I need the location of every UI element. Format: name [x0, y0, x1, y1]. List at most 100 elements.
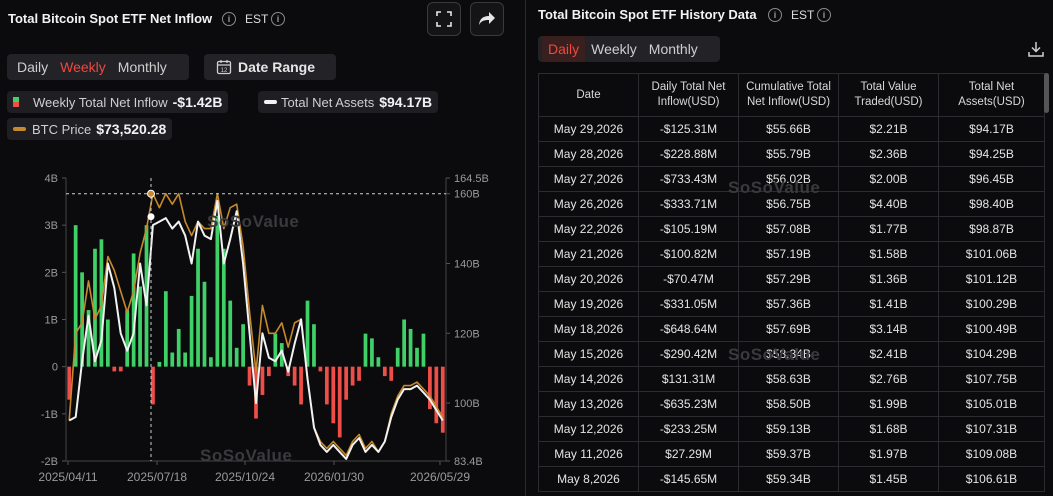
table-row[interactable]: May 19,2026 -$331.05M $57.36B $1.41B $100.29…: [538, 291, 1045, 317]
cell-daily-inflow: -$333.71M: [638, 191, 739, 217]
inflow-bar: [344, 366, 349, 400]
lines: [68, 192, 444, 460]
cell-date: May 8,2026: [538, 466, 639, 492]
y-right-tick-label: 83.4B: [454, 456, 483, 468]
y-left-axis: 4B 3B 2B 1B 0 -1B -2B: [41, 173, 67, 468]
cell-net-assets: $106.61B: [938, 466, 1045, 492]
x-tick-label: 2026/01/30: [304, 470, 364, 484]
crosshair: [66, 178, 446, 461]
crosshair-assets-point: [147, 213, 155, 221]
cell-value-traded: $1.68B: [838, 416, 939, 442]
inflow-bar: [389, 366, 394, 381]
table-row[interactable]: May 21,2026 -$100.82M $57.19B $1.58B $101.06…: [538, 241, 1045, 267]
inflow-swatch-icon: [13, 97, 19, 107]
right-interval-tabs: Daily Weekly Monthly: [538, 36, 720, 62]
history-tab-weekly[interactable]: Weekly: [591, 41, 637, 57]
history-timezone-info-icon[interactable]: i: [817, 8, 831, 22]
cell-date: May 28,2026: [538, 141, 639, 167]
cell-daily-inflow: -$105.19M: [638, 216, 739, 242]
cell-cumulative-inflow: $57.29B: [738, 266, 839, 292]
inflow-bar: [157, 361, 162, 367]
x-tick-label: 2025/10/24: [215, 470, 275, 484]
table-row[interactable]: May 18,2026 -$648.64M $57.69B $3.14B $100.49…: [538, 316, 1045, 342]
cell-net-assets: $101.12B: [938, 266, 1045, 292]
table-row[interactable]: May 20,2026 -$70.47M $57.29B $1.36B $101.12B: [538, 266, 1045, 292]
cell-daily-inflow: -$635.23M: [638, 391, 739, 417]
table-row[interactable]: May 27,2026 -$733.43M $56.02B $2.00B $96.45B: [538, 166, 1045, 192]
table-row[interactable]: May 11,2026 $27.29M $59.37B $1.97B $109.08B: [538, 441, 1045, 467]
col-net-assets[interactable]: Total Net Assets(USD): [938, 73, 1045, 117]
inflow-bar: [382, 366, 387, 377]
legend-assets[interactable]: Total Net Assets $94.17B: [258, 91, 439, 113]
cell-date: May 22,2026: [538, 216, 639, 242]
inflow-bar: [279, 343, 284, 367]
table-row[interactable]: May 15,2026 -$290.42M $58.34B $2.41B $104.29…: [538, 341, 1045, 367]
cell-cumulative-inflow: $59.37B: [738, 441, 839, 467]
legend-btc-value: $73,520.28: [96, 121, 167, 137]
cell-value-traded: $2.36B: [838, 141, 939, 167]
table-row[interactable]: May 8,2026 -$145.65M $59.34B $1.45B $106.61B: [538, 466, 1045, 492]
cell-daily-inflow: -$648.64M: [638, 316, 739, 342]
col-cumulative-inflow[interactable]: Cumulative Total Net Inflow(USD): [738, 73, 839, 117]
history-tab-monthly[interactable]: Monthly: [648, 41, 698, 57]
history-tab-daily[interactable]: Daily: [542, 36, 586, 62]
tab-monthly[interactable]: Monthly: [117, 59, 167, 75]
col-value-traded[interactable]: Total Value Traded(USD): [838, 73, 939, 117]
x-tick-label: 2026/05/29: [410, 470, 470, 484]
table-row[interactable]: May 22,2026 -$105.19M $57.08B $1.77B $98.87B: [538, 216, 1045, 242]
y-left-tick-label: -1B: [41, 409, 58, 421]
col-daily-inflow[interactable]: Daily Total Net Inflow(USD): [638, 73, 739, 117]
timezone-info-icon[interactable]: i: [271, 12, 285, 26]
y-right-tick-label: 140B: [454, 258, 480, 270]
legend-btc[interactable]: BTC Price $73,520.28: [7, 118, 173, 140]
table-row[interactable]: May 13,2026 -$635.23M $58.50B $1.99B $105.01…: [538, 391, 1045, 417]
download-icon[interactable]: [1027, 40, 1045, 58]
cell-daily-inflow: -$125.31M: [638, 116, 739, 142]
assets-swatch-icon: [264, 100, 277, 104]
bars: [67, 215, 445, 438]
inflow-bar: [260, 366, 265, 395]
y-left-tick-label: 2B: [45, 267, 58, 279]
cell-net-assets: $94.17B: [938, 116, 1045, 142]
fullscreen-button[interactable]: [427, 2, 461, 36]
cell-value-traded: $1.97B: [838, 441, 939, 467]
table-row[interactable]: May 12,2026 -$233.25M $59.13B $1.68B $107.31…: [538, 416, 1045, 442]
cell-daily-inflow: $131.31M: [638, 366, 739, 392]
inflow-bar: [318, 366, 323, 372]
history-info-icon[interactable]: i: [768, 8, 782, 22]
cell-value-traded: $1.58B: [838, 241, 939, 267]
share-icon: [479, 12, 495, 25]
table-row[interactable]: May 14,2026 $131.31M $58.63B $2.76B $107.75B: [538, 366, 1045, 392]
inflow-bar: [267, 366, 271, 377]
cell-value-traded: $1.77B: [838, 216, 939, 242]
cell-value-traded: $1.41B: [838, 291, 939, 317]
inflow-bar: [299, 366, 303, 405]
inflow-bar: [112, 366, 117, 372]
legend-inflow[interactable]: Weekly Total Net Inflow -$1.42B: [7, 91, 229, 113]
inflow-chart[interactable]: 4B 3B 2B 1B 0 -1B -2B 164.5B 160B 140B 120B 100B 83…: [0, 160, 520, 496]
table-row[interactable]: May 29,2026 -$125.31M $55.66B $2.21B $94.17B: [538, 116, 1045, 142]
cell-value-traded: $1.99B: [838, 391, 939, 417]
inflow-bar: [105, 319, 110, 367]
inflow-bar: [196, 248, 200, 367]
inflow-bar: [125, 310, 130, 367]
tab-weekly[interactable]: Weekly: [60, 59, 106, 75]
y-right-tick-label: 160B: [454, 189, 480, 201]
share-button[interactable]: [470, 2, 504, 36]
cell-daily-inflow: -$331.05M: [638, 291, 739, 317]
inflow-bar: [202, 281, 207, 367]
legend-assets-value: $94.17B: [379, 94, 433, 110]
info-icon[interactable]: i: [222, 12, 236, 26]
inflow-bar: [170, 352, 175, 367]
table-scrollbar[interactable]: [1044, 73, 1049, 113]
cell-value-traded: $4.40B: [838, 191, 939, 217]
watermark-table-top: SoSoValue: [728, 178, 821, 197]
table-header: Date Daily Total Net Inflow(USD) Cumulat…: [538, 73, 1045, 117]
cell-cumulative-inflow: $58.50B: [738, 391, 839, 417]
date-range-button[interactable]: 12 Date Range: [204, 54, 336, 80]
inflow-bar: [324, 366, 329, 405]
tab-daily[interactable]: Daily: [17, 59, 49, 75]
cell-daily-inflow: $27.29M: [638, 441, 739, 467]
col-date[interactable]: Date: [538, 73, 639, 117]
table-row[interactable]: May 28,2026 -$228.88M $55.79B $2.36B $94.25B: [538, 141, 1045, 167]
